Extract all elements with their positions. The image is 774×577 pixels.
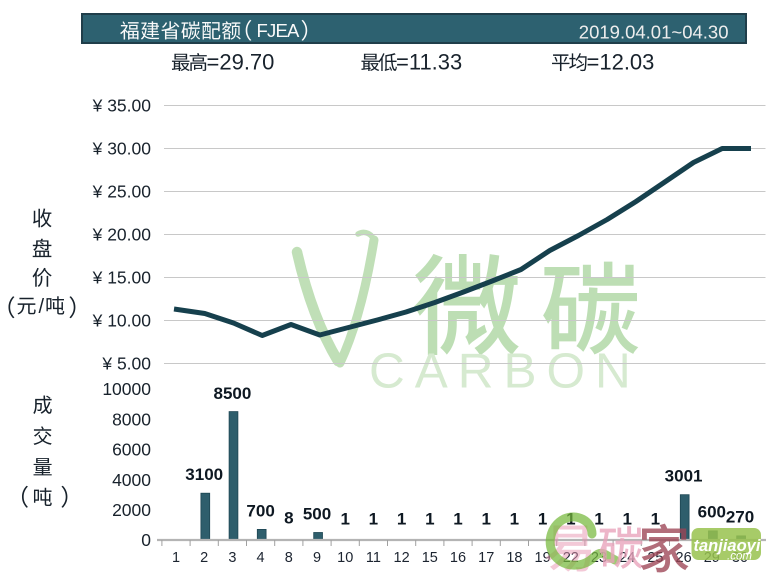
svg-text:0: 0 [141,530,151,550]
svg-text:8500: 8500 [213,384,251,403]
svg-text:2000: 2000 [112,500,151,520]
svg-text:8: 8 [284,509,293,528]
svg-text:¥ 35.00: ¥ 35.00 [92,96,152,116]
svg-text:1: 1 [369,510,378,529]
svg-text:tanjiaoyi: tanjiaoyi [694,537,761,555]
svg-text:2: 2 [200,550,208,566]
svg-text:=29.70: =29.70 [207,50,275,75]
svg-text:15: 15 [422,550,438,566]
svg-text:10: 10 [337,550,353,566]
svg-text:FJEA: FJEA [257,20,300,41]
svg-text:9: 9 [313,550,321,566]
svg-text:12: 12 [394,550,410,566]
svg-text:1: 1 [538,510,547,529]
svg-text:4: 4 [257,550,265,566]
svg-text:=12.03: =12.03 [587,50,655,75]
svg-text:270: 270 [726,508,754,527]
svg-text:4000: 4000 [112,470,151,490]
svg-text:1: 1 [594,510,603,529]
svg-text:8: 8 [285,550,293,566]
svg-text:¥ 25.00: ¥ 25.00 [92,182,152,202]
svg-text:1: 1 [453,510,462,529]
svg-text:¥ 20.00: ¥ 20.00 [92,225,152,245]
svg-text:19: 19 [535,550,551,566]
svg-text:/: / [39,296,45,318]
svg-text:1: 1 [397,510,406,529]
svg-text:16: 16 [450,550,466,566]
svg-text:¥ 10.00: ¥ 10.00 [92,311,152,331]
svg-text:1: 1 [651,510,660,529]
svg-text:3001: 3001 [665,467,703,486]
svg-text:2019.04.01~04.30: 2019.04.01~04.30 [579,22,729,43]
svg-text:1: 1 [481,510,490,529]
svg-text:11: 11 [366,550,381,566]
svg-text:10000: 10000 [102,379,151,399]
svg-text:1: 1 [172,550,180,566]
svg-text:6000: 6000 [112,440,151,460]
svg-text:1: 1 [622,510,631,529]
svg-text:CARBON: CARBON [369,344,641,399]
svg-text:500: 500 [303,505,331,524]
svg-text:700: 700 [246,502,274,521]
svg-text:8000: 8000 [112,409,151,429]
svg-text:¥ 15.00: ¥ 15.00 [92,268,152,288]
svg-text:=11.33: =11.33 [396,50,462,75]
svg-text:1: 1 [510,510,519,529]
svg-text:1: 1 [425,510,434,529]
svg-text:.com: .com [727,551,752,563]
svg-text:600: 600 [698,503,726,522]
svg-text:1: 1 [340,510,349,529]
svg-text:3100: 3100 [185,465,223,484]
svg-text:¥ 5.00: ¥ 5.00 [101,354,151,374]
svg-text:18: 18 [506,550,522,566]
svg-text:¥ 30.00: ¥ 30.00 [92,139,152,159]
svg-text:3: 3 [228,550,236,566]
svg-text:17: 17 [478,550,494,566]
